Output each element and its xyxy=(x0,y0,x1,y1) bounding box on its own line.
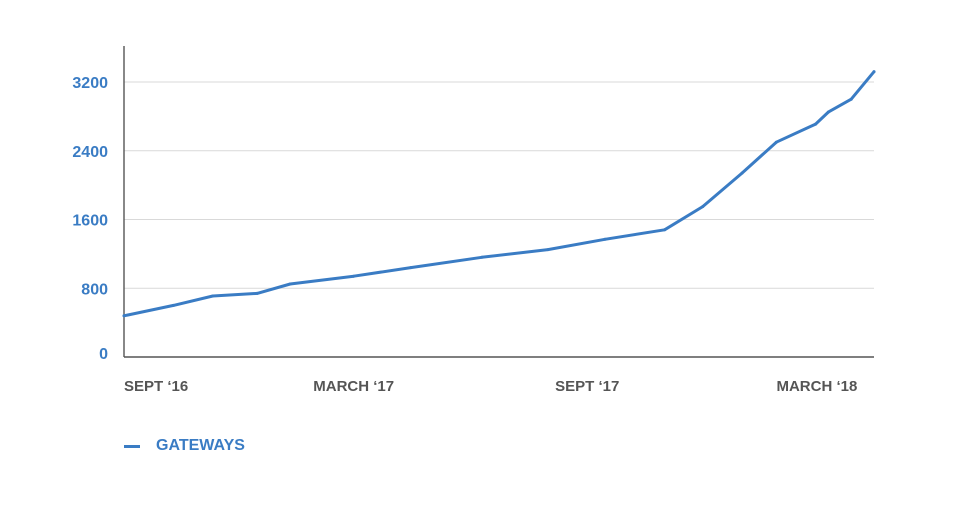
y-tick-label-800: 800 xyxy=(81,281,108,298)
data-point-0-5 xyxy=(352,274,356,278)
data-point-0-9 xyxy=(603,237,607,241)
legend-label-gateways: GATEWAYS xyxy=(156,437,245,454)
x-tick-label-3: MARCH ‘18 xyxy=(776,378,857,395)
x-tick-label-1: MARCH ‘17 xyxy=(313,378,394,395)
data-point-0-3 xyxy=(255,291,259,295)
y-tick-label-0: 0 xyxy=(99,346,108,363)
series-line-gateways xyxy=(122,70,876,318)
legend: GATEWAYS xyxy=(124,437,245,455)
y-tick-label-1600: 1600 xyxy=(72,213,108,230)
data-point-0-4 xyxy=(288,282,292,286)
legend-swatch-gateways xyxy=(124,444,140,448)
y-axis-tick-labels: 0 800 1600 2400 3200 xyxy=(72,75,108,363)
data-point-0-12 xyxy=(740,171,744,175)
x-tick-label-0: SEPT ‘16 xyxy=(124,378,188,395)
data-point-0-2 xyxy=(211,294,215,298)
data-point-0-16 xyxy=(849,97,853,101)
data-point-0-15 xyxy=(826,110,830,114)
x-tick-label-2: SEPT ‘17 xyxy=(555,378,619,395)
data-point-0-1 xyxy=(172,303,175,307)
data-point-0-13 xyxy=(774,140,778,144)
x-axis-tick-labels: SEPT ‘16 MARCH ‘17 SEPT ‘17 MARCH ‘18 xyxy=(124,378,857,395)
data-point-0-6 xyxy=(409,266,413,270)
axes xyxy=(123,46,874,358)
data-point-0-14 xyxy=(814,122,818,126)
data-point-0-11 xyxy=(701,205,705,209)
series-layer xyxy=(122,70,876,318)
data-point-0-10 xyxy=(663,228,667,232)
grid-lines xyxy=(124,81,874,289)
data-point-0-17 xyxy=(872,70,876,74)
y-tick-label-2400: 2400 xyxy=(72,144,108,161)
y-tick-label-3200: 3200 xyxy=(72,75,108,92)
data-point-0-7 xyxy=(480,255,484,259)
data-point-0-0 xyxy=(122,314,126,318)
data-point-0-8 xyxy=(546,248,550,252)
